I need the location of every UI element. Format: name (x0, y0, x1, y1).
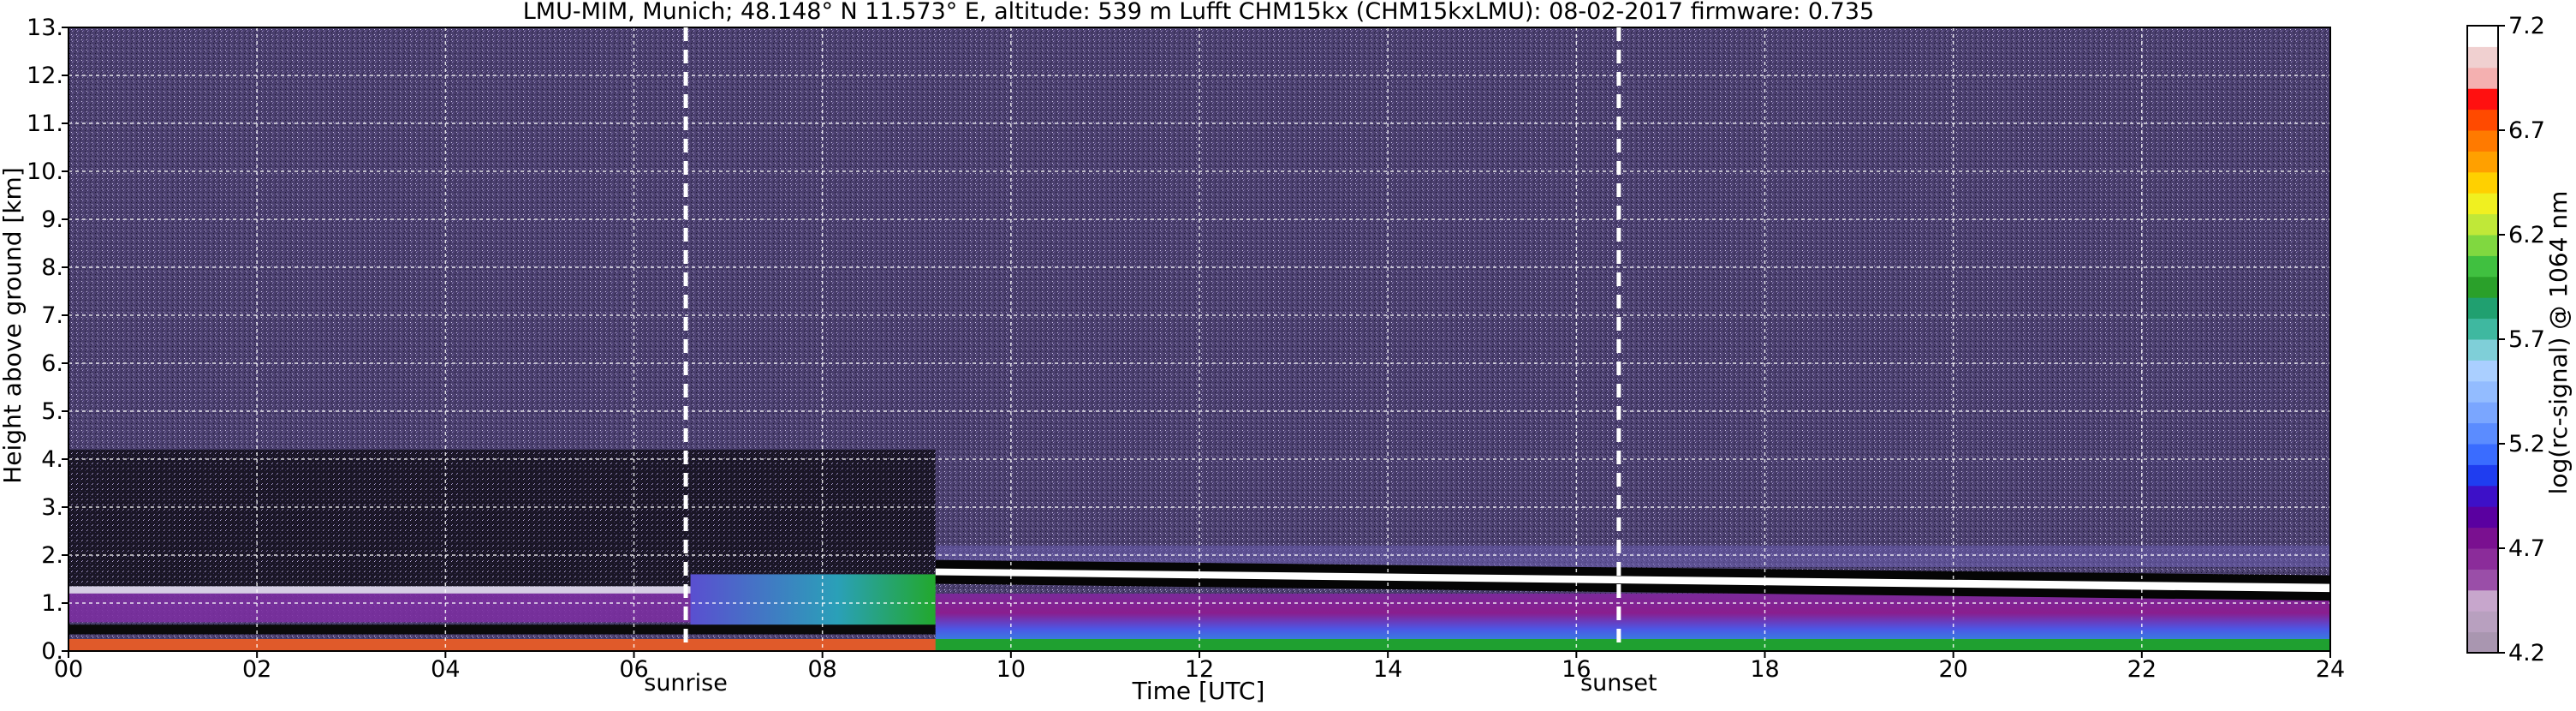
colorbar-segment (2467, 402, 2498, 424)
colorbar-segment (2467, 297, 2498, 320)
y-axis-label: Height above ground [km] (0, 167, 27, 484)
x-tick-label: 00 (54, 656, 83, 683)
annotation-label: sunrise (644, 670, 728, 696)
night-noise-region (68, 449, 936, 589)
colorbar-segment (2467, 527, 2498, 549)
chart-title: LMU-MIM, Munich; 48.148° N 11.573° E, al… (523, 0, 1874, 25)
colorbar-segment (2467, 88, 2498, 111)
colorbar-segment (2467, 548, 2498, 570)
surface-layer-day (935, 639, 2330, 651)
colorbar-segment (2467, 235, 2498, 256)
colorbar-segment (2467, 318, 2498, 340)
colorbar-segment (2467, 130, 2498, 152)
colorbar-tick-label: 4.2 (2508, 640, 2545, 666)
x-tick-label: 06 (619, 656, 648, 683)
colorbar-segment (2467, 46, 2498, 69)
x-tick-label: 22 (2127, 656, 2157, 683)
x-tick-label: 24 (2316, 656, 2345, 683)
colorbar-segment (2467, 589, 2498, 612)
annotation-label: sunset (1580, 670, 1657, 696)
y-tick-label: 7. (41, 302, 63, 329)
colorbar-segment (2467, 171, 2498, 194)
y-tick-label: 13. (27, 15, 63, 41)
colorbar-segment (2467, 109, 2498, 131)
colorbar-segment (2467, 276, 2498, 298)
colorbar-segment (2467, 255, 2498, 278)
colorbar-tick-label: 6.2 (2508, 222, 2545, 248)
colorbar-segment (2467, 380, 2498, 403)
colorbar-segment (2467, 444, 2498, 465)
y-tick-label: 0. (41, 638, 63, 665)
y-tick-label: 6. (41, 350, 63, 377)
x-tick-label: 16 (1562, 656, 1591, 683)
y-tick-label: 10. (27, 158, 63, 185)
y-tick-label: 4. (41, 446, 63, 473)
y-tick-label: 9. (41, 206, 63, 233)
x-tick-label: 04 (431, 656, 460, 683)
colorbar-segment (2467, 631, 2498, 654)
y-tick-label: 8. (41, 254, 63, 281)
x-tick-label: 12 (1185, 656, 1214, 683)
colorbar-tick-label: 5.7 (2508, 326, 2545, 353)
y-tick-label: 2. (41, 542, 63, 569)
plot-area (68, 27, 2331, 652)
y-tick-label: 3. (41, 494, 63, 521)
colorbar-tick-label: 5.2 (2508, 431, 2545, 457)
y-tick-label: 12. (27, 63, 63, 89)
residual-layer (690, 574, 936, 627)
colorbar-segment (2467, 67, 2498, 89)
y-tick-label: 5. (41, 398, 63, 425)
colorbar-segment (2467, 569, 2498, 591)
colorbar-segment (2467, 193, 2498, 215)
colorbar-segment (2467, 26, 2498, 47)
colorbar-tick-label: 7.2 (2508, 13, 2545, 39)
y-tick-label: 11. (27, 111, 63, 137)
colorbar-segment (2467, 464, 2498, 487)
colorbar-segment (2467, 422, 2498, 445)
colorbar-tick-label: 6.7 (2508, 117, 2545, 144)
low-dark-band (68, 624, 936, 635)
colorbar-tick-labels: 4.2 4.7 5.2 5.7 6.2 6.7 7.2 (2498, 13, 2545, 666)
colorbar (2466, 25, 2499, 654)
colorbar-segment (2467, 339, 2498, 361)
y-tick-label: 1. (41, 590, 63, 617)
x-tick-label: 02 (242, 656, 271, 683)
colorbar-segment (2467, 506, 2498, 529)
colorbar-label: log(rc-signal) @ 1064 nm (2544, 191, 2573, 495)
colorbar-segment (2467, 151, 2498, 173)
colorbar-segment (2467, 213, 2498, 236)
cloud-layer (935, 568, 2330, 593)
aerosol-layer-top (68, 586, 691, 594)
colorbar-segment (2467, 360, 2498, 382)
colorbar-segment (2467, 611, 2498, 633)
x-tick-label: 08 (807, 656, 836, 683)
colorbar-tick-label: 4.7 (2508, 535, 2545, 562)
x-tick-label: 20 (1938, 656, 1967, 683)
colorbar-segment (2467, 485, 2498, 507)
x-tick-label: 14 (1373, 656, 1402, 683)
x-tick-label: 18 (1750, 656, 1779, 683)
x-tick-label: 10 (996, 656, 1026, 683)
x-axis-label: Time [UTC] (1132, 677, 1265, 705)
annotations: sunrise sunset (644, 27, 1657, 696)
y-tick-labels: 0. 1. 2. 3. 4. 5. 6. 7. 8. 9. 10. 11. 12. 13. (27, 15, 68, 665)
x-tick-labels: 00 02 04 06 08 10 12 14 16 18 20 22 24 (54, 651, 2345, 683)
